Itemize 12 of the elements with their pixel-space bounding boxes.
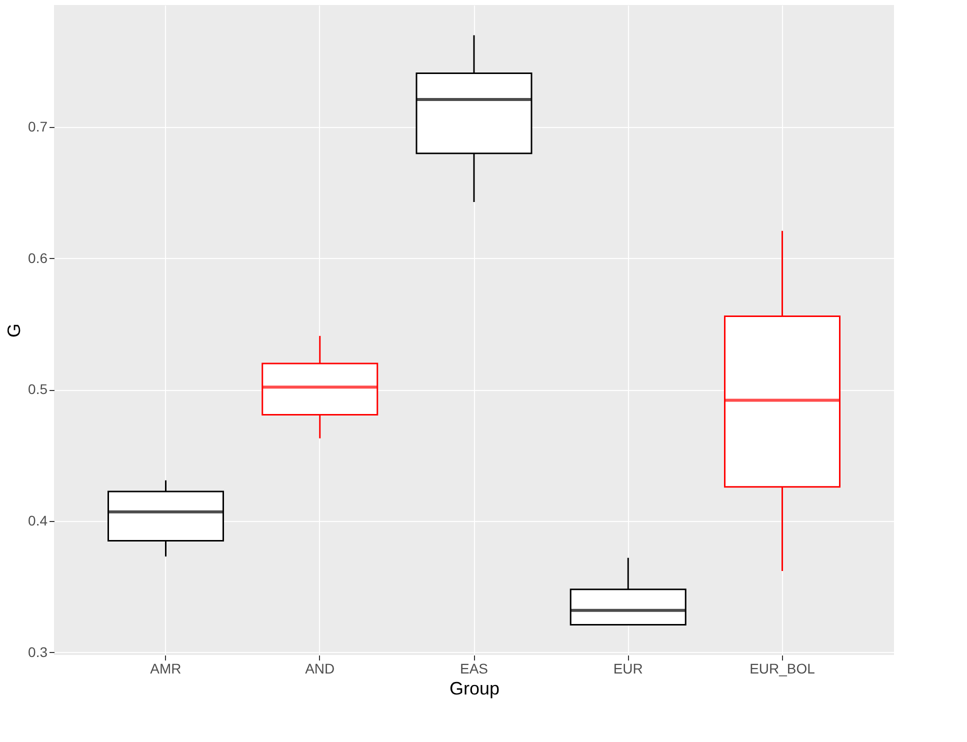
x-tick-label: AMR — [150, 660, 182, 676]
x-tick-label: EUR_BOL — [750, 660, 816, 676]
y-tick-label: 0.4 — [28, 512, 48, 529]
x-tick-label: EUR — [613, 660, 643, 676]
x-tick-label: AND — [305, 660, 335, 676]
y-tick-label: 0.3 — [28, 644, 48, 660]
y-tick-label: 0.7 — [28, 118, 48, 135]
y-tick-label: 0.6 — [28, 250, 48, 266]
x-axis-title: Group — [449, 678, 500, 698]
x-tick-label: EAS — [460, 660, 488, 676]
y-axis-title: G — [4, 323, 24, 338]
y-tick-label: 0.5 — [28, 381, 48, 398]
